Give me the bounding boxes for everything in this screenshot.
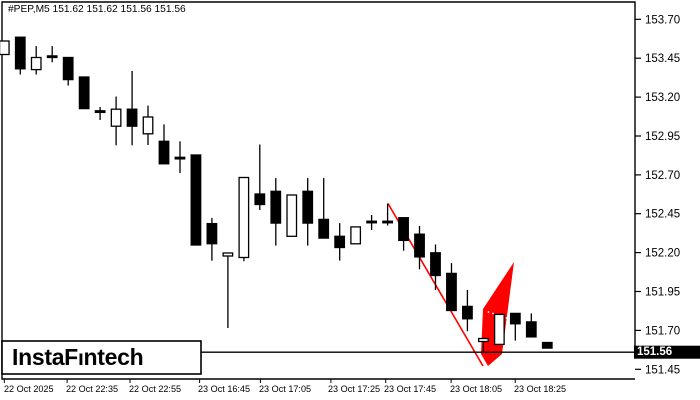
svg-text:151.45: 151.45 [645,364,680,376]
svg-text:153.20: 153.20 [645,92,680,104]
svg-text:152.45: 152.45 [645,209,680,221]
svg-text:152.20: 152.20 [645,248,680,260]
svg-text:InstaFıntech: InstaFıntech [12,344,143,370]
svg-text:23 Oct 16:45: 23 Oct 16:45 [198,384,250,394]
svg-text:23 Oct 18:05: 23 Oct 18:05 [450,384,502,394]
svg-text:23 Oct 17:25: 23 Oct 17:25 [328,384,380,394]
svg-text:152.95: 152.95 [645,131,680,143]
svg-text:152.70: 152.70 [645,170,680,182]
svg-text:151.56: 151.56 [637,346,672,358]
svg-text:22 Oct 22:35: 22 Oct 22:35 [66,384,118,394]
svg-text:23 Oct 17:45: 23 Oct 17:45 [384,384,436,394]
svg-text:#PEP,M5 151.62 151.62 151.56: #PEP,M5 151.62 151.62 151.56 151.56 [8,4,186,15]
svg-text:153.45: 153.45 [645,53,680,65]
svg-text:153.70: 153.70 [645,14,680,26]
svg-text:23 Oct 18:25: 23 Oct 18:25 [514,384,566,394]
svg-text:23 Oct 17:05: 23 Oct 17:05 [259,384,311,394]
svg-text:151.95: 151.95 [645,287,680,299]
svg-text:22 Oct 22:55: 22 Oct 22:55 [129,384,181,394]
svg-text:22 Oct 2025: 22 Oct 2025 [4,384,54,394]
svg-text:151.70: 151.70 [645,325,680,337]
